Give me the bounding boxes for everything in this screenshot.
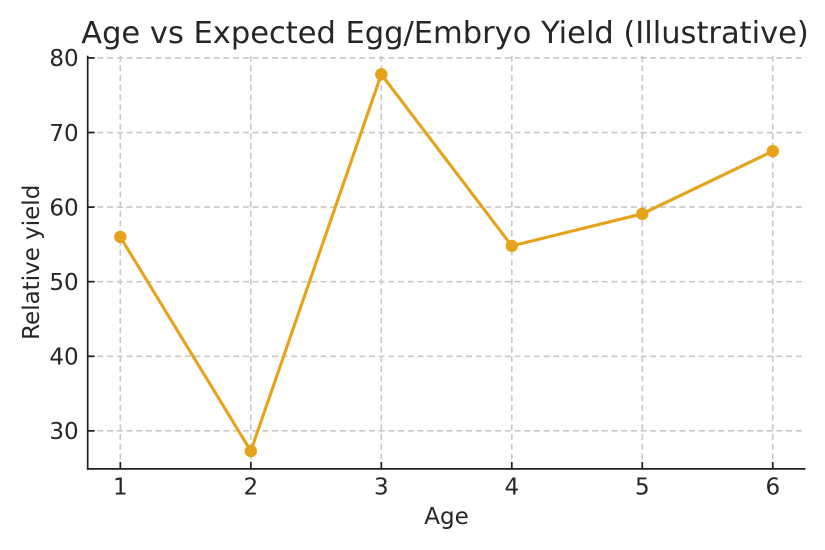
grid xyxy=(87,55,806,469)
x-tick-label: 4 xyxy=(504,474,519,500)
data-point-marker xyxy=(114,230,127,244)
data-point-marker xyxy=(636,207,649,221)
y-tick-label: 60 xyxy=(49,195,78,221)
chart-title: Age vs Expected Egg/Embryo Yield (Illust… xyxy=(81,16,809,51)
y-tick-label: 70 xyxy=(49,121,78,147)
axes: 1 2 3 4 5 6 30 40 50 60 70 80 xyxy=(49,46,806,500)
data-point-marker xyxy=(766,144,779,158)
data-series xyxy=(114,68,779,458)
x-tick-label: 2 xyxy=(243,474,258,500)
x-axis-label: Age xyxy=(424,504,468,530)
data-line xyxy=(118,72,775,453)
x-tick-label: 6 xyxy=(765,474,780,500)
y-tick-label: 80 xyxy=(49,46,78,72)
data-point-marker xyxy=(505,239,518,253)
x-tick-label: 1 xyxy=(113,474,128,500)
data-point-marker xyxy=(244,444,258,458)
y-tick-label: 30 xyxy=(49,419,78,445)
x-tick-label: 3 xyxy=(374,474,389,500)
y-axis-label: Relative yield xyxy=(19,185,45,340)
data-point-marker xyxy=(375,68,388,81)
x-tick-label: 5 xyxy=(635,474,650,500)
y-tick-label: 40 xyxy=(49,345,78,371)
y-tick-label: 50 xyxy=(49,270,78,296)
